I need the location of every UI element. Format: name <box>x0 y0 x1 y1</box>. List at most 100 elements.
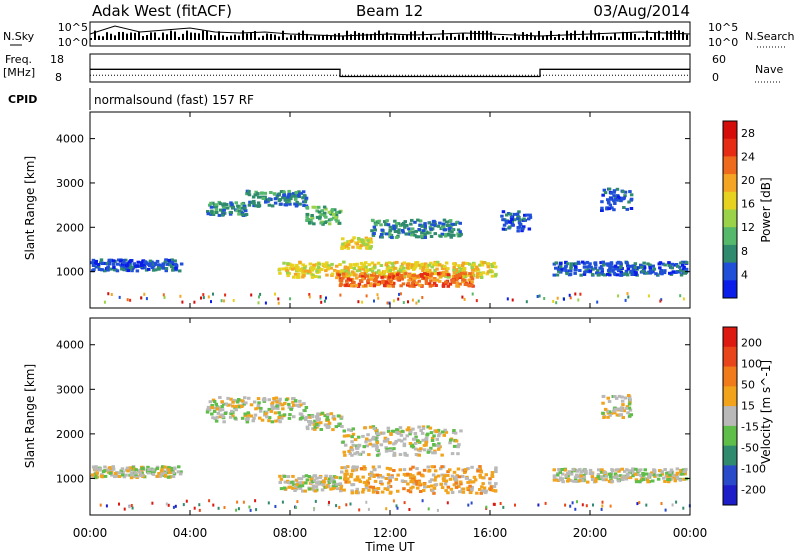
data-cell <box>630 469 635 473</box>
data-cell <box>121 470 125 474</box>
data-cell <box>355 475 360 479</box>
clutter-cell <box>552 299 555 303</box>
data-cell <box>117 475 122 478</box>
data-cell <box>319 421 323 425</box>
data-cell <box>429 478 434 482</box>
data-cell <box>124 473 128 477</box>
data-cell <box>322 480 327 484</box>
data-cell <box>298 399 302 403</box>
clutter-cell <box>601 500 604 504</box>
data-cell <box>466 273 470 277</box>
data-cell <box>346 428 351 432</box>
data-cell <box>313 419 317 423</box>
data-cell <box>286 475 291 479</box>
data-cell <box>489 270 493 274</box>
data-cell <box>480 263 485 267</box>
data-cell <box>398 453 403 456</box>
data-cell <box>527 227 532 231</box>
data-cell <box>627 471 631 475</box>
data-cell <box>424 282 429 285</box>
data-cell <box>470 277 475 281</box>
noise-bar <box>174 31 176 40</box>
clutter-cell <box>398 292 400 296</box>
data-cell <box>409 284 413 288</box>
data-cell <box>600 200 604 204</box>
data-cell <box>334 216 338 219</box>
data-cell <box>342 246 346 250</box>
data-cell <box>210 406 214 410</box>
data-cell <box>173 262 178 266</box>
data-cell <box>128 466 132 470</box>
data-cell <box>633 266 638 269</box>
clutter-cell <box>365 294 368 298</box>
data-cell <box>217 213 222 217</box>
noise-bar <box>190 32 192 40</box>
data-cell <box>336 414 341 418</box>
data-cell <box>481 489 485 493</box>
data-cell <box>557 269 561 273</box>
data-cell <box>379 264 384 267</box>
data-cell <box>405 428 410 432</box>
data-cell <box>466 486 470 490</box>
clutter-cell <box>392 299 395 303</box>
data-cell <box>413 447 418 451</box>
noise-bar <box>198 33 200 40</box>
data-cell <box>398 276 403 280</box>
data-cell <box>404 224 409 228</box>
data-cell <box>452 262 456 266</box>
data-cell <box>364 270 368 273</box>
data-cell <box>462 267 467 271</box>
data-cell <box>441 284 446 288</box>
clutter-cell <box>202 293 205 297</box>
data-cell <box>493 489 498 493</box>
x-tick-label: 00:00 <box>73 526 108 540</box>
data-cell <box>301 190 306 194</box>
data-cell <box>348 263 353 267</box>
data-cell <box>310 215 314 219</box>
clutter-cell <box>185 499 188 503</box>
data-cell <box>382 270 387 274</box>
data-cell <box>615 468 619 472</box>
data-cell <box>593 266 598 270</box>
data-cell <box>394 224 398 228</box>
data-cell <box>419 490 423 493</box>
clutter-cell <box>592 503 594 507</box>
data-cell <box>636 266 641 270</box>
data-cell <box>226 403 230 407</box>
data-cell <box>353 452 357 456</box>
data-cell <box>429 227 433 231</box>
data-cell <box>413 441 418 445</box>
data-cell <box>311 427 315 431</box>
colorbar-swatch <box>723 280 737 299</box>
data-cell <box>479 273 484 277</box>
data-cell <box>432 278 437 282</box>
data-cell <box>286 262 290 266</box>
noise-bar <box>462 33 464 40</box>
data-cell <box>435 437 439 441</box>
data-cell <box>99 258 104 262</box>
clutter-cell <box>210 300 212 304</box>
data-cell <box>100 474 104 478</box>
data-cell <box>408 442 413 445</box>
noise-bar <box>510 37 512 40</box>
data-cell <box>437 442 441 446</box>
data-cell <box>392 227 397 231</box>
cpid-label: CPID <box>8 93 37 106</box>
data-cell <box>108 467 112 471</box>
data-cell <box>352 266 357 270</box>
data-cell <box>178 269 182 273</box>
data-cell <box>502 223 507 227</box>
noise-left-tick-top: 10^5 <box>58 21 88 34</box>
data-cell <box>267 198 271 202</box>
noise-bar <box>166 34 168 40</box>
clutter-cell <box>407 300 409 304</box>
data-cell <box>569 470 574 474</box>
data-cell <box>305 425 310 429</box>
data-cell <box>605 206 609 210</box>
data-cell <box>620 272 625 276</box>
data-cell <box>372 232 376 235</box>
data-cell <box>369 273 374 277</box>
data-cell <box>276 418 280 422</box>
noise-bar <box>534 36 536 40</box>
data-cell <box>324 269 328 273</box>
